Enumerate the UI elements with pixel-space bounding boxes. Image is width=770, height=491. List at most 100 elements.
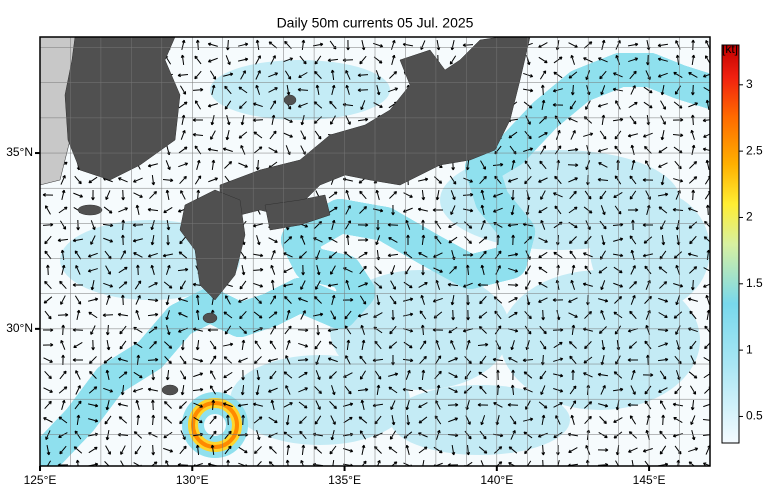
arrow — [286, 309, 291, 320]
arrow — [703, 236, 710, 243]
arrow — [434, 355, 442, 365]
arrow — [119, 340, 127, 350]
arrow — [463, 386, 473, 394]
arrow — [553, 251, 563, 259]
arrow — [523, 387, 533, 393]
arrow — [390, 461, 398, 466]
arrow — [405, 444, 410, 455]
arrow — [702, 462, 710, 466]
arrow — [524, 310, 532, 320]
arrow — [329, 445, 337, 455]
arrow — [388, 386, 398, 394]
arrow — [178, 146, 188, 154]
arrow — [253, 416, 263, 424]
arrow — [523, 101, 533, 109]
arrow — [511, 159, 516, 170]
arrow — [492, 357, 504, 362]
arrow — [224, 430, 232, 440]
arrow — [225, 295, 231, 305]
arrow — [180, 384, 185, 396]
arrow — [301, 444, 306, 456]
arrow — [223, 342, 234, 347]
arrow — [151, 369, 156, 381]
arrow — [507, 283, 519, 287]
arrow — [541, 99, 546, 111]
arrow — [478, 371, 488, 379]
arrow — [135, 399, 140, 410]
arrow — [120, 460, 125, 466]
arrow — [46, 444, 51, 456]
arrow — [538, 206, 548, 214]
arrow — [151, 414, 156, 426]
arrow — [510, 340, 515, 351]
arrow — [90, 280, 95, 291]
arrow — [331, 385, 336, 396]
arrow — [405, 400, 410, 411]
arrow — [570, 130, 576, 140]
arrow — [330, 415, 336, 425]
arrow — [435, 189, 440, 201]
arrow — [643, 86, 653, 94]
arrow — [105, 190, 111, 200]
arrow — [691, 189, 696, 201]
arrow — [675, 264, 681, 275]
arrow — [388, 446, 398, 454]
arrow — [193, 416, 203, 424]
arrow — [612, 72, 623, 78]
arrow — [224, 85, 232, 95]
arrow — [480, 219, 486, 230]
arrow — [61, 264, 66, 275]
arrow — [703, 133, 710, 138]
arrow — [658, 146, 668, 154]
arrow — [540, 84, 545, 96]
arrow — [61, 324, 66, 336]
arrow — [120, 445, 126, 455]
arrow — [58, 386, 68, 394]
arrow — [495, 265, 501, 275]
arrow — [479, 430, 487, 440]
arrow — [508, 267, 519, 273]
arrow — [420, 294, 425, 305]
arrow — [120, 384, 125, 396]
arrow — [451, 444, 456, 456]
arrow — [494, 325, 502, 335]
arrow — [538, 282, 548, 288]
arrow — [207, 103, 218, 108]
arrow — [376, 219, 380, 231]
arrow — [238, 42, 249, 47]
arrow — [329, 100, 337, 110]
arrow — [195, 294, 200, 306]
arrow — [268, 461, 275, 466]
arrow — [464, 236, 472, 245]
arrow — [151, 174, 156, 186]
arrow — [133, 192, 143, 198]
arrow — [283, 236, 293, 244]
arrow — [149, 190, 158, 199]
arrow — [358, 251, 368, 259]
arrow — [240, 70, 246, 80]
arrow — [689, 235, 697, 245]
arrow — [449, 175, 457, 185]
arrow — [598, 162, 608, 168]
arrow — [462, 192, 474, 197]
arrow — [556, 310, 561, 321]
arrow — [376, 85, 381, 96]
arrow — [629, 415, 637, 425]
arrow — [343, 416, 353, 424]
arrow — [162, 253, 173, 258]
arrow — [402, 358, 414, 363]
arrow — [508, 462, 516, 466]
arrow — [194, 55, 202, 65]
arrow — [570, 54, 575, 65]
arrow — [46, 460, 51, 466]
arrow — [252, 118, 264, 123]
arrow — [391, 414, 396, 426]
arrow — [165, 369, 170, 381]
arrow — [705, 204, 710, 216]
arrow — [704, 325, 710, 334]
arrow — [268, 445, 277, 454]
arrow — [283, 57, 294, 63]
arrow — [241, 369, 245, 381]
arrow — [627, 403, 639, 407]
arrow — [58, 432, 68, 438]
